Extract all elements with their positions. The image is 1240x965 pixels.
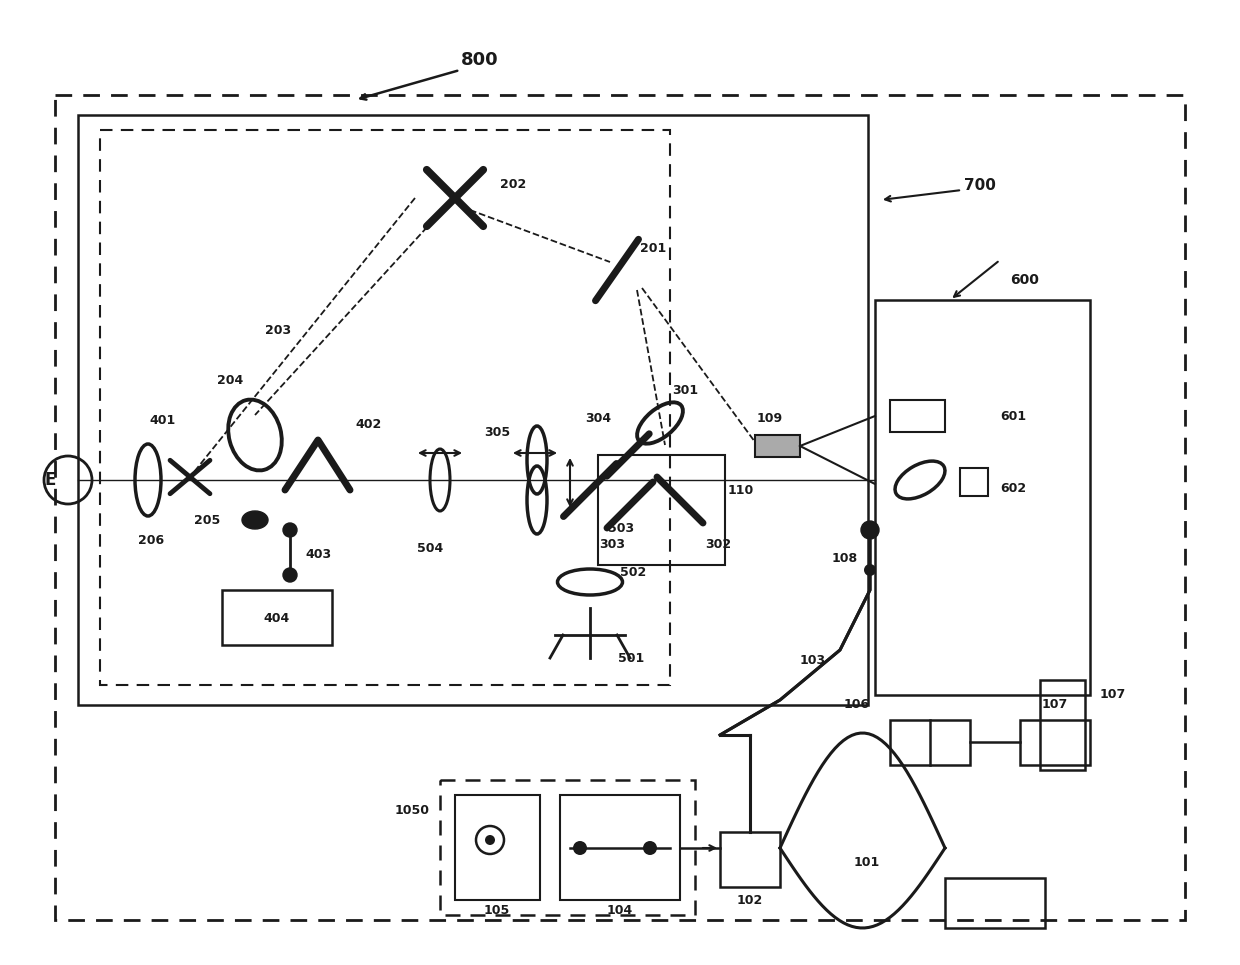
Text: 106: 106	[844, 699, 870, 711]
Text: 205: 205	[193, 513, 219, 527]
Text: 1050: 1050	[396, 804, 430, 816]
Text: 301: 301	[672, 383, 698, 397]
Circle shape	[283, 523, 298, 537]
Bar	[890, 720, 970, 765]
Bar	[455, 795, 539, 900]
Text: 404: 404	[264, 612, 290, 624]
Text: 601: 601	[999, 409, 1027, 423]
Circle shape	[283, 568, 298, 582]
Circle shape	[573, 841, 587, 855]
Text: 109: 109	[756, 411, 784, 425]
Text: 206: 206	[138, 534, 164, 546]
Bar	[1040, 680, 1085, 770]
Text: 800: 800	[461, 51, 498, 69]
Bar	[1021, 720, 1090, 765]
Circle shape	[864, 564, 875, 576]
Text: 305: 305	[484, 426, 510, 438]
Text: 502: 502	[620, 565, 646, 578]
Text: 202: 202	[500, 179, 526, 191]
Bar	[875, 300, 1090, 695]
Text: 108: 108	[832, 552, 858, 565]
Text: 204: 204	[217, 373, 243, 387]
Bar	[55, 95, 1185, 920]
Bar	[100, 130, 670, 685]
Text: 110: 110	[728, 483, 754, 497]
Bar	[78, 115, 868, 705]
Text: 105: 105	[484, 903, 510, 917]
Circle shape	[485, 835, 495, 845]
Circle shape	[861, 521, 879, 539]
Text: 403: 403	[305, 548, 331, 562]
Text: 203: 203	[265, 323, 291, 337]
Bar	[440, 780, 694, 915]
Bar	[598, 455, 725, 565]
Text: 501: 501	[618, 651, 645, 665]
Text: 103: 103	[800, 653, 826, 667]
Text: 201: 201	[640, 241, 666, 255]
Bar	[222, 590, 332, 645]
Bar	[960, 468, 988, 496]
Text: 107: 107	[1100, 688, 1126, 702]
Text: 107: 107	[1042, 699, 1068, 711]
Text: 600: 600	[1011, 273, 1039, 287]
Text: 101: 101	[854, 856, 880, 868]
Text: 700: 700	[963, 178, 996, 192]
Text: 302: 302	[706, 538, 732, 552]
Bar	[755, 435, 800, 457]
Bar	[890, 400, 945, 432]
Bar	[560, 795, 680, 900]
Text: 503: 503	[608, 521, 634, 535]
Text: 401: 401	[150, 413, 176, 427]
Text: 104: 104	[606, 903, 634, 917]
Text: 303: 303	[599, 538, 625, 552]
Ellipse shape	[242, 511, 268, 529]
Text: 304: 304	[585, 411, 611, 425]
Text: 504: 504	[417, 541, 443, 555]
Circle shape	[644, 841, 657, 855]
Text: E: E	[45, 471, 56, 489]
Text: 402: 402	[355, 419, 381, 431]
Bar	[945, 878, 1045, 928]
Text: 602: 602	[999, 482, 1027, 494]
Text: 102: 102	[737, 894, 763, 906]
Bar	[720, 832, 780, 887]
